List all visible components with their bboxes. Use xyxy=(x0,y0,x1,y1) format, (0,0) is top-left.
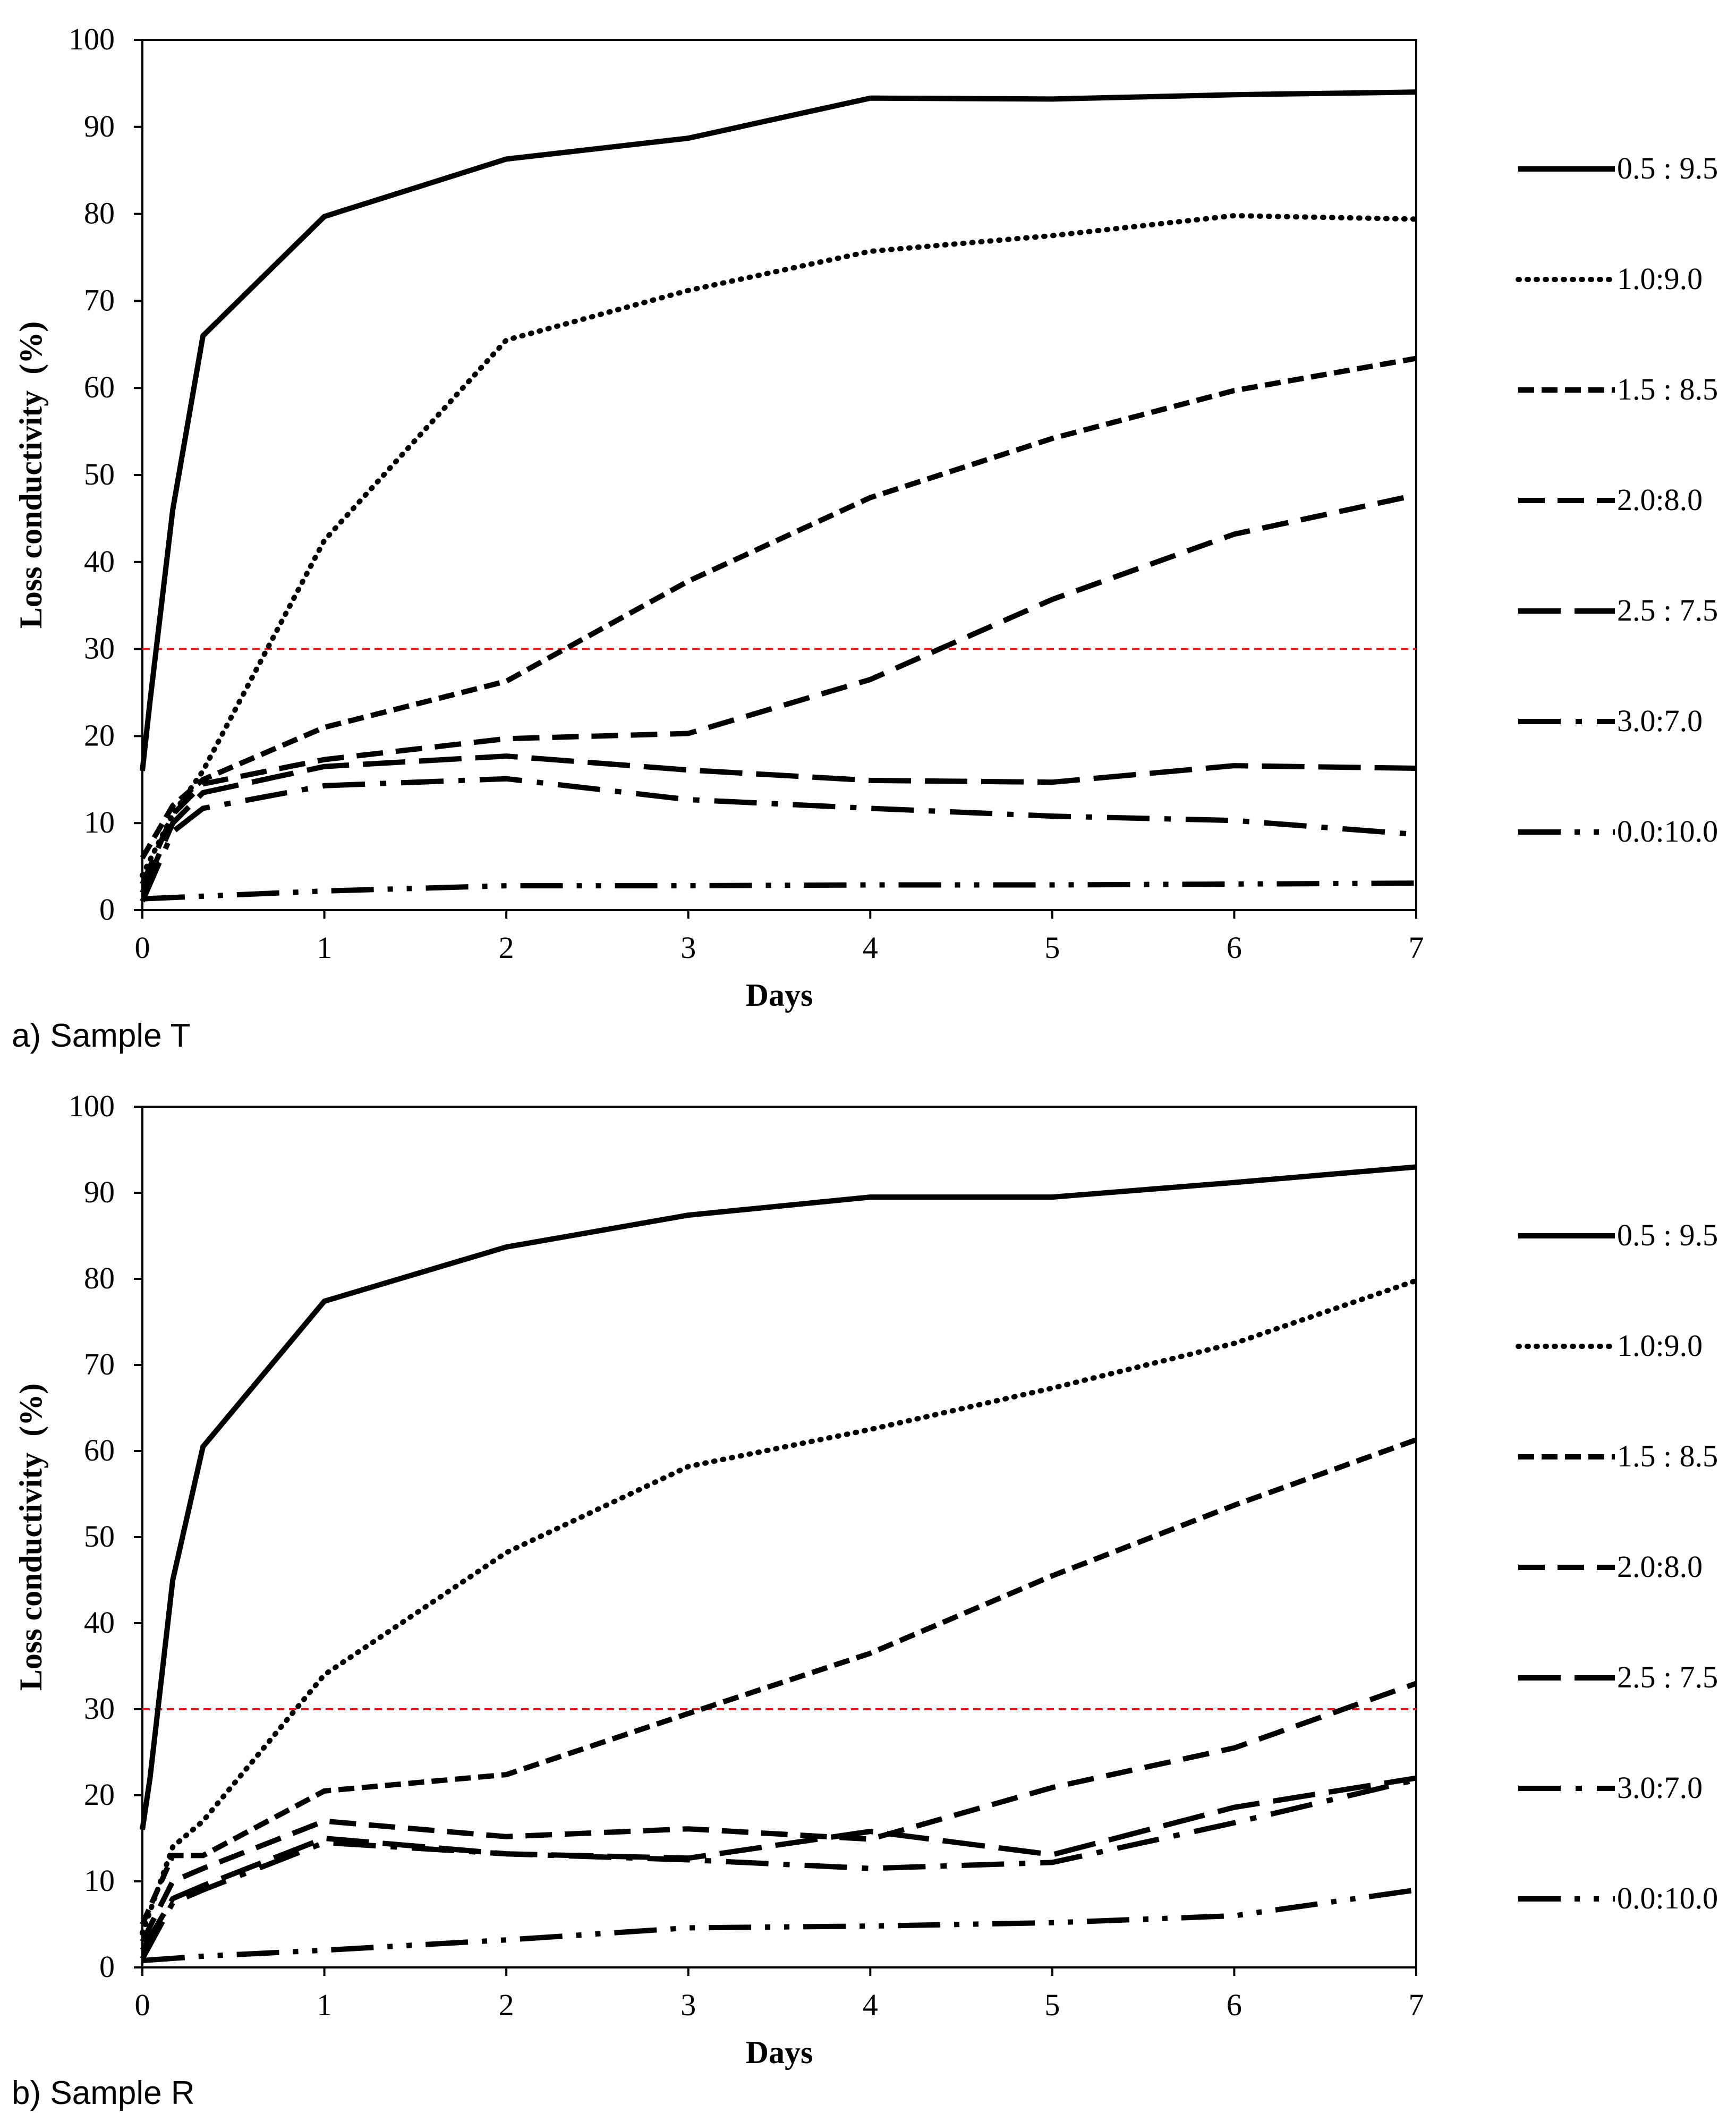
x-tick-label: 7 xyxy=(1409,930,1424,965)
x-tick-label: 4 xyxy=(863,930,878,965)
y-tick-label: 100 xyxy=(69,22,115,56)
series-line-2-0-8-0 xyxy=(140,492,1417,885)
series-line-1-5-8-5 xyxy=(140,355,1417,860)
y-tick-label: 50 xyxy=(84,1519,115,1554)
panel-caption: b) Sample R xyxy=(12,2075,195,2111)
legend-label: 0.0:10.0 xyxy=(1617,1881,1718,1915)
y-tick-label: 0 xyxy=(99,1949,115,1984)
legend: 0.5 : 9.5 1.0:9.0 1.5 : 8.5 2.0:8.0 2.5 : 7.… xyxy=(1516,1218,1718,1915)
y-tick-label: 40 xyxy=(84,1605,115,1640)
x-tick-label: 6 xyxy=(1227,930,1242,965)
series-line-2-5-7-5 xyxy=(140,753,1417,894)
legend-label: 1.5 : 8.5 xyxy=(1617,372,1718,406)
y-tick-label: 60 xyxy=(84,370,115,404)
series-line-0-5-9-5 xyxy=(140,89,1417,771)
legend: 0.5 : 9.5 1.0:9.0 1.5 : 8.5 2.0:8.0 2.5 : 7.… xyxy=(1516,151,1718,848)
series-line-1-0-9-0 xyxy=(140,213,1419,878)
y-axis-title: Loss conductivity (%) xyxy=(13,321,48,629)
x-tick-label: 3 xyxy=(680,1988,696,2022)
legend-label: 2.0:8.0 xyxy=(1617,482,1703,517)
chart-panel-1: 0 10 20 30 40 50 60 70 80 90 100 0 1 2 3 4 5 6 7 Days Loss c… xyxy=(13,22,1718,1013)
series-line-3-0-7-0 xyxy=(140,776,1417,903)
legend-label: 2.5 : 7.5 xyxy=(1617,1660,1718,1694)
y-tick-label: 50 xyxy=(84,457,115,491)
chart-panel-2: 0 10 20 30 40 50 60 70 80 90 100 0 1 2 3 4 5 6 7 Days Loss c… xyxy=(13,1089,1718,2070)
y-tick-label: 20 xyxy=(84,1777,115,1812)
legend-label: 3.0:7.0 xyxy=(1617,703,1703,738)
x-tick-label: 4 xyxy=(863,1988,878,2022)
series-line-0-5-9-5 xyxy=(140,1164,1417,1830)
y-tick-label: 60 xyxy=(84,1433,115,1467)
x-axis-title: Days xyxy=(746,2035,813,2070)
y-tick-label: 100 xyxy=(69,1089,115,1123)
x-tick-label: 2 xyxy=(499,1988,514,2022)
legend-label: 1.0:9.0 xyxy=(1617,261,1703,296)
y-tick-label: 10 xyxy=(84,1863,115,1898)
y-tick-label: 90 xyxy=(84,109,115,143)
series-line-2-0-8-0 xyxy=(140,1681,1417,1943)
y-tick-label: 70 xyxy=(84,283,115,317)
x-axis-title: Days xyxy=(746,978,813,1013)
y-tick-label: 70 xyxy=(84,1347,115,1381)
series-line-1-0-9-0 xyxy=(140,1278,1419,1936)
legend-label: 3.0:7.0 xyxy=(1617,1770,1703,1805)
x-tick-label: 5 xyxy=(1044,930,1060,965)
legend-label: 0.5 : 9.5 xyxy=(1617,1218,1718,1252)
y-tick-label: 80 xyxy=(84,196,115,231)
panel-caption: a) Sample T xyxy=(12,1017,191,1054)
y-tick-label: 30 xyxy=(84,631,115,666)
legend-label: 2.5 : 7.5 xyxy=(1617,593,1718,627)
legend-label: 1.0:9.0 xyxy=(1617,1328,1703,1363)
legend-label: 0.5 : 9.5 xyxy=(1617,151,1718,185)
y-tick-label: 20 xyxy=(84,718,115,752)
x-tick-label: 6 xyxy=(1227,1988,1242,2022)
y-tick-label: 40 xyxy=(84,544,115,579)
series-line-3-0-7-0 xyxy=(140,1777,1417,1961)
x-tick-label: 0 xyxy=(135,1988,150,2022)
x-tick-label: 1 xyxy=(317,930,332,965)
y-tick-label: 80 xyxy=(84,1261,115,1295)
legend-label: 2.0:8.0 xyxy=(1617,1549,1703,1584)
x-tick-label: 7 xyxy=(1409,1988,1424,2022)
legend-label: 1.5 : 8.5 xyxy=(1617,1439,1718,1473)
y-tick-label: 10 xyxy=(84,805,115,839)
x-tick-label: 1 xyxy=(317,1988,332,2022)
legend-label: 0.0:10.0 xyxy=(1617,814,1718,848)
y-tick-label: 0 xyxy=(99,892,115,927)
series-line-0-0-10-0 xyxy=(142,880,1417,902)
x-tick-label: 2 xyxy=(499,930,514,965)
series-line-0-0-10-0 xyxy=(142,1887,1417,1963)
x-tick-label: 0 xyxy=(135,930,150,965)
x-tick-label: 5 xyxy=(1044,1988,1060,2022)
y-tick-label: 30 xyxy=(84,1691,115,1726)
series-line-1-5-8-5 xyxy=(140,1437,1417,1926)
y-axis-title: Loss conductivity (%) xyxy=(13,1384,48,1691)
plot-area xyxy=(141,39,1417,911)
y-tick-label: 90 xyxy=(84,1175,115,1209)
x-tick-label: 3 xyxy=(680,930,696,965)
series-line-2-5-7-5 xyxy=(140,1775,1417,1952)
